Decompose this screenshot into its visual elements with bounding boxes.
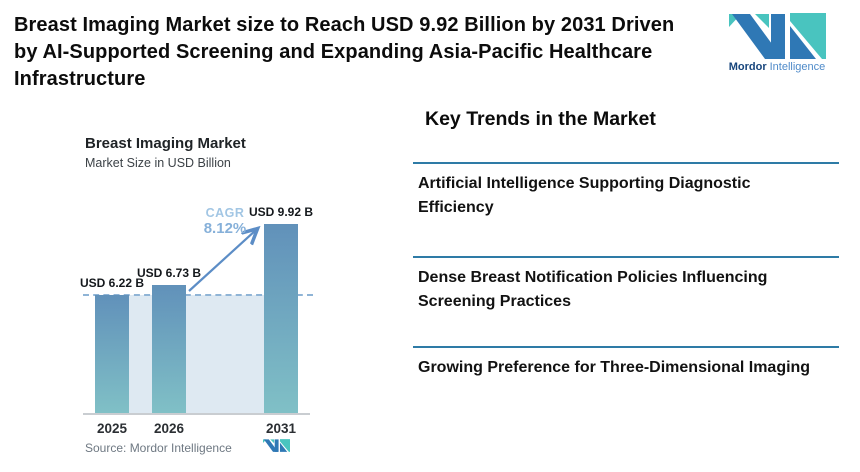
- x-axis-tick-label: 2025: [96, 421, 128, 436]
- trend-divider: [413, 346, 839, 348]
- dashed-baseline: [83, 294, 313, 296]
- bar-chart-plot: CAGR 8.12% USD 6.22 B 2025 USD 6.73 B 2026 U…: [60, 130, 375, 436]
- bar-value-label: USD 6.73 B: [136, 266, 202, 280]
- mordor-logo-icon: [728, 13, 826, 59]
- page-title-line-3: Infrastructure: [14, 68, 146, 90]
- x-axis-tick-label: 2031: [265, 421, 297, 436]
- brand-name-light: Intelligence: [769, 61, 826, 73]
- trend-2-line-2: Screening Practices: [418, 293, 571, 310]
- trend-1-line-1: Artificial Intelligence Supporting Diagn…: [418, 175, 751, 192]
- brand-logo: Mordor Intelligence: [714, 13, 840, 73]
- bar-2025: [95, 295, 129, 413]
- chart-source: Source: Mordor Intelligence: [85, 441, 232, 455]
- page-title-line-2: by AI-Supported Screening and Expanding …: [14, 41, 653, 63]
- cagr-label: CAGR: [205, 206, 245, 220]
- x-axis-tick-label: 2026: [153, 421, 185, 436]
- trend-item-2: Dense Breast Notification Policies Influ…: [413, 256, 839, 314]
- brand-name: Mordor Intelligence: [714, 61, 840, 73]
- bar-value-label: USD 9.92 B: [248, 205, 314, 219]
- trend-item-1: Artificial Intelligence Supporting Diagn…: [413, 162, 839, 220]
- trend-3-line-1: Growing Preference for Three-Dimensional…: [418, 359, 811, 376]
- page-title: Breast Imaging Market size to Reach USD …: [14, 12, 724, 93]
- trend-divider: [413, 256, 839, 258]
- chart-subtitle: Market Size in USD Billion: [85, 156, 231, 170]
- trend-1-text: Artificial Intelligence Supporting Diagn…: [418, 172, 839, 220]
- trend-1-line-2: Efficiency: [418, 199, 494, 216]
- cagr-value: 8.12%: [203, 220, 247, 237]
- x-axis-line: [83, 413, 310, 415]
- mordor-logo-mini-icon: [263, 439, 290, 452]
- trend-2-text: Dense Breast Notification Policies Influ…: [418, 266, 839, 314]
- chart-panel: Breast Imaging Market Market Size in USD…: [60, 130, 375, 465]
- brand-name-bold: Mordor: [728, 61, 767, 73]
- chart-title: Breast Imaging Market: [85, 135, 246, 152]
- trends-heading: Key Trends in the Market: [425, 108, 656, 130]
- bar-2026: [152, 285, 186, 413]
- trend-divider: [413, 162, 839, 164]
- trend-3-text: Growing Preference for Three-Dimensional…: [418, 356, 839, 380]
- cagr-annotation: CAGR 8.12%: [185, 206, 265, 237]
- trend-item-3: Growing Preference for Three-Dimensional…: [413, 346, 839, 380]
- trend-2-line-1: Dense Breast Notification Policies Influ…: [418, 269, 768, 286]
- bar-2031: [264, 224, 298, 413]
- bar-value-label: USD 6.22 B: [79, 276, 145, 290]
- page-title-line-1: Breast Imaging Market size to Reach USD …: [14, 14, 675, 36]
